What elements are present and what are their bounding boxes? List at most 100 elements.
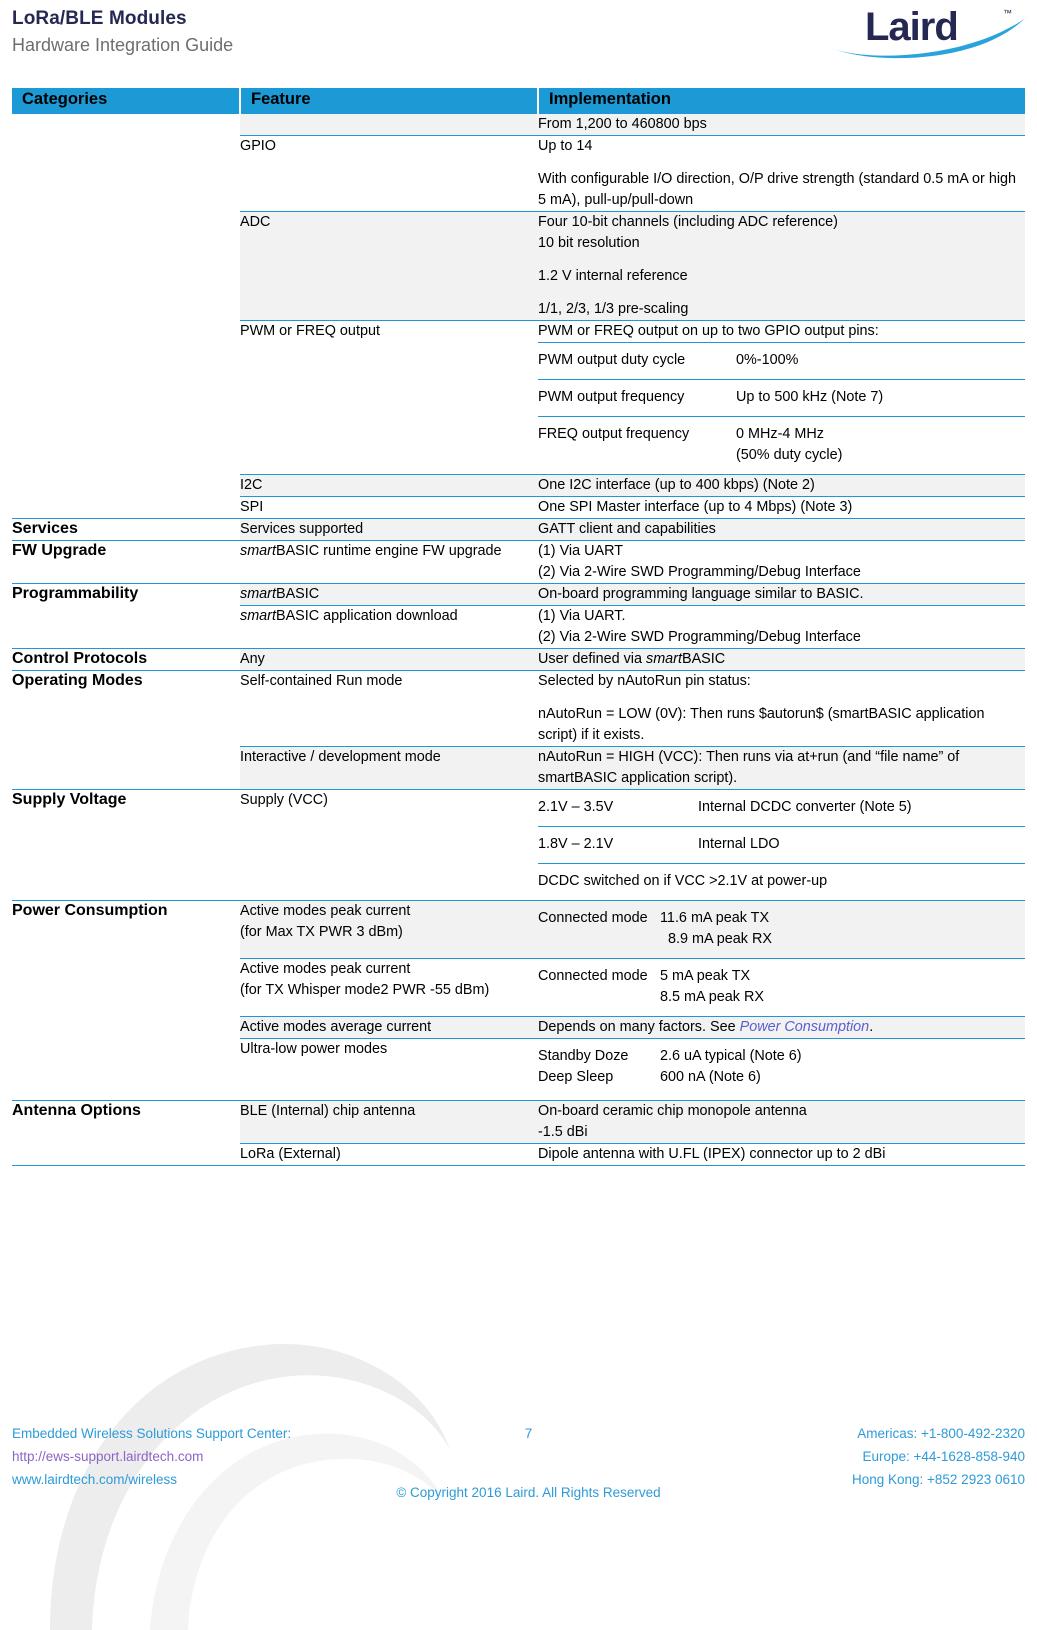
column-header-categories: Categories <box>12 88 241 114</box>
subtable-value: 600 nA (Note 6) <box>660 1067 1025 1096</box>
category-cell <box>12 211 240 321</box>
category-cell <box>12 135 240 212</box>
subtable-value-line: 0 MHz-4 MHz <box>736 426 824 442</box>
impl-line: nAutoRun = LOW (0V): Then runs $autorun$… <box>538 706 985 743</box>
document-subtitle: Hardware Integration Guide <box>12 35 234 55</box>
feature-cell: smartBASIC <box>240 583 538 606</box>
category-cell: Antenna Options <box>12 1100 240 1144</box>
implementation-cell: Connected mode 5 mA peak TX 8.5 mA peak … <box>538 958 1025 1017</box>
implementation-cell: Dipole antenna with U.FL (IPEX) connecto… <box>538 1143 1025 1166</box>
feature-cell: Active modes average current <box>240 1016 538 1039</box>
subtable-value-line: 8.5 mA peak RX <box>660 989 764 1005</box>
implementation-subtable: Standby Doze 2.6 uA typical (Note 6) Dee… <box>538 1039 1025 1096</box>
table-row: From 1,200 to 460800 bps <box>12 114 1025 136</box>
footer-site-url-link[interactable]: www.lairdtech.com/wireless <box>12 1472 178 1487</box>
subtable-value: DCDC switched on if VCC >2.1V at power-u… <box>538 863 1025 900</box>
subtable-value-line: (50% duty cycle) <box>736 447 843 463</box>
table-row: FW Upgrade smartBASIC runtime engine FW … <box>12 540 1025 584</box>
subtable-row: FREQ output frequency 0 MHz-4 MHz (50% d… <box>538 416 1025 474</box>
copyright-notice: © Copyright 2016 Laird. All Rights Reser… <box>396 1485 661 1500</box>
implementation-cell: nAutoRun = HIGH (VCC): Then runs via at+… <box>538 746 1025 790</box>
subtable-key: Connected mode <box>538 901 660 958</box>
implementation-cell: Four 10-bit channels (including ADC refe… <box>538 211 1025 321</box>
table-row: SPI One SPI Master interface (up to 4 Mb… <box>12 496 1025 519</box>
feature-cell: Services supported <box>240 518 538 541</box>
implementation-cell: One I2C interface (up to 400 kbps) (Note… <box>538 474 1025 497</box>
subtable-key: 2.1V – 3.5V <box>538 790 698 827</box>
implementation-subtable: Connected mode 11.6 mA peak TX 8.9 mA pe… <box>538 901 1025 958</box>
smart-italic: smart <box>240 608 276 624</box>
subtable-row: PWM output frequency Up to 500 kHz (Note… <box>538 379 1025 417</box>
table-row: Ultra-low power modes Standby Doze 2.6 u… <box>12 1038 1025 1101</box>
document-title: LoRa/BLE Modules <box>12 8 187 29</box>
subtable-row: 1.8V – 2.1V Internal LDO <box>538 826 1025 864</box>
subtable-value: 5 mA peak TX 8.5 mA peak RX <box>660 959 1025 1016</box>
smart-italic: smart <box>646 651 682 667</box>
feature-cell: Interactive / development mode <box>240 746 538 790</box>
power-consumption-link[interactable]: Power Consumption <box>739 1019 870 1035</box>
feature-cell: PWM or FREQ output <box>240 320 538 475</box>
subtable-row: 2.1V – 3.5V Internal DCDC converter (Not… <box>538 790 1025 827</box>
category-cell: Services <box>12 518 240 541</box>
category-cell <box>12 605 240 649</box>
feature-line: (for Max TX PWR 3 dBm) <box>240 924 403 940</box>
category-cell: Power Consumption <box>12 900 240 959</box>
footer-support-url-link[interactable]: http://ews-support.lairdtech.com <box>12 1449 204 1464</box>
subtable-value: Internal LDO <box>698 826 1025 864</box>
impl-line: PWM or FREQ output on up to two GPIO out… <box>538 323 879 339</box>
smart-italic: smart <box>240 543 276 559</box>
implementation-cell: From 1,200 to 460800 bps <box>538 114 1025 136</box>
impl-text: Depends on many factors. See <box>538 1019 740 1035</box>
subtable-value: Internal DCDC converter (Note 5) <box>698 790 1025 827</box>
impl-line: -1.5 dBi <box>538 1124 588 1140</box>
impl-line: 1/1, 2/3, 1/3 pre-scaling <box>538 301 689 317</box>
table-header-row: Categories Feature Implementation <box>12 88 1025 114</box>
contact-hongkong: Hong Kong: +852 2923 0610 <box>851 1472 1025 1487</box>
impl-line: Selected by nAutoRun pin status: <box>538 673 751 689</box>
svg-text:Laird: Laird <box>865 5 958 49</box>
category-cell <box>12 1016 240 1039</box>
table-row: Active modes average current Depends on … <box>12 1016 1025 1039</box>
table-row: GPIO Up to 14 With configurable I/O dire… <box>12 135 1025 212</box>
footer-support-label: Embedded Wireless Solutions Support Cent… <box>12 1426 292 1441</box>
feature-text: BASIC application download <box>275 608 458 624</box>
impl-text: . <box>869 1019 874 1035</box>
feature-line: Active modes peak current <box>240 903 411 919</box>
category-cell <box>12 1038 240 1101</box>
subtable-value: 11.6 mA peak TX 8.9 mA peak RX <box>660 901 1025 958</box>
feature-cell: SPI <box>240 496 538 519</box>
feature-cell: GPIO <box>240 135 538 212</box>
feature-cell: smartBASIC runtime engine FW upgrade <box>240 540 538 584</box>
column-header-implementation: Implementation <box>538 88 1025 114</box>
table-row: I2C One I2C interface (up to 400 kbps) (… <box>12 474 1025 497</box>
subtable-value: 0 MHz-4 MHz (50% duty cycle) <box>736 416 1025 474</box>
impl-line: 1.2 V internal reference <box>538 268 688 284</box>
category-cell: Operating Modes <box>12 670 240 747</box>
implementation-cell: 2.1V – 3.5V Internal DCDC converter (Not… <box>538 789 1025 901</box>
implementation-cell: GATT client and capabilities <box>538 518 1025 541</box>
feature-cell: Supply (VCC) <box>240 789 538 901</box>
implementation-cell: One SPI Master interface (up to 4 Mbps) … <box>538 496 1025 519</box>
implementation-cell: Selected by nAutoRun pin status: nAutoRu… <box>538 670 1025 747</box>
subtable-row: Connected mode 5 mA peak TX 8.5 mA peak … <box>538 959 1025 1016</box>
table-row: Active modes peak current (for TX Whispe… <box>12 958 1025 1017</box>
category-cell: Supply Voltage <box>12 789 240 901</box>
table-row: Control Protocols Any User defined via s… <box>12 648 1025 671</box>
table-row: Antenna Options BLE (Internal) chip ante… <box>12 1100 1025 1144</box>
subtable-key: PWM output frequency <box>538 379 736 417</box>
implementation-subtable: PWM output duty cycle 0%-100% PWM output… <box>538 342 1025 474</box>
implementation-cell: User defined via smartBASIC <box>538 648 1025 671</box>
category-cell: Control Protocols <box>12 648 240 671</box>
subtable-key: Standby Doze <box>538 1039 660 1067</box>
subtable-key: FREQ output frequency <box>538 416 736 474</box>
page-number: 7 <box>524 1426 533 1441</box>
footer-center-block: 7 © Copyright 2016 Laird. All Rights Res… <box>379 1422 679 1504</box>
implementation-cell: (1) Via UART. (2) Via 2-Wire SWD Program… <box>538 605 1025 649</box>
implementation-subtable: 2.1V – 3.5V Internal DCDC converter (Not… <box>538 790 1025 900</box>
svg-text:™: ™ <box>1003 8 1012 18</box>
column-header-feature: Feature <box>240 88 539 114</box>
feature-line: Active modes peak current <box>240 961 411 977</box>
subtable-value-line: 8.9 mA peak RX <box>668 931 772 947</box>
feature-cell: Self-contained Run mode <box>240 670 538 747</box>
subtable-key: PWM output duty cycle <box>538 342 736 380</box>
